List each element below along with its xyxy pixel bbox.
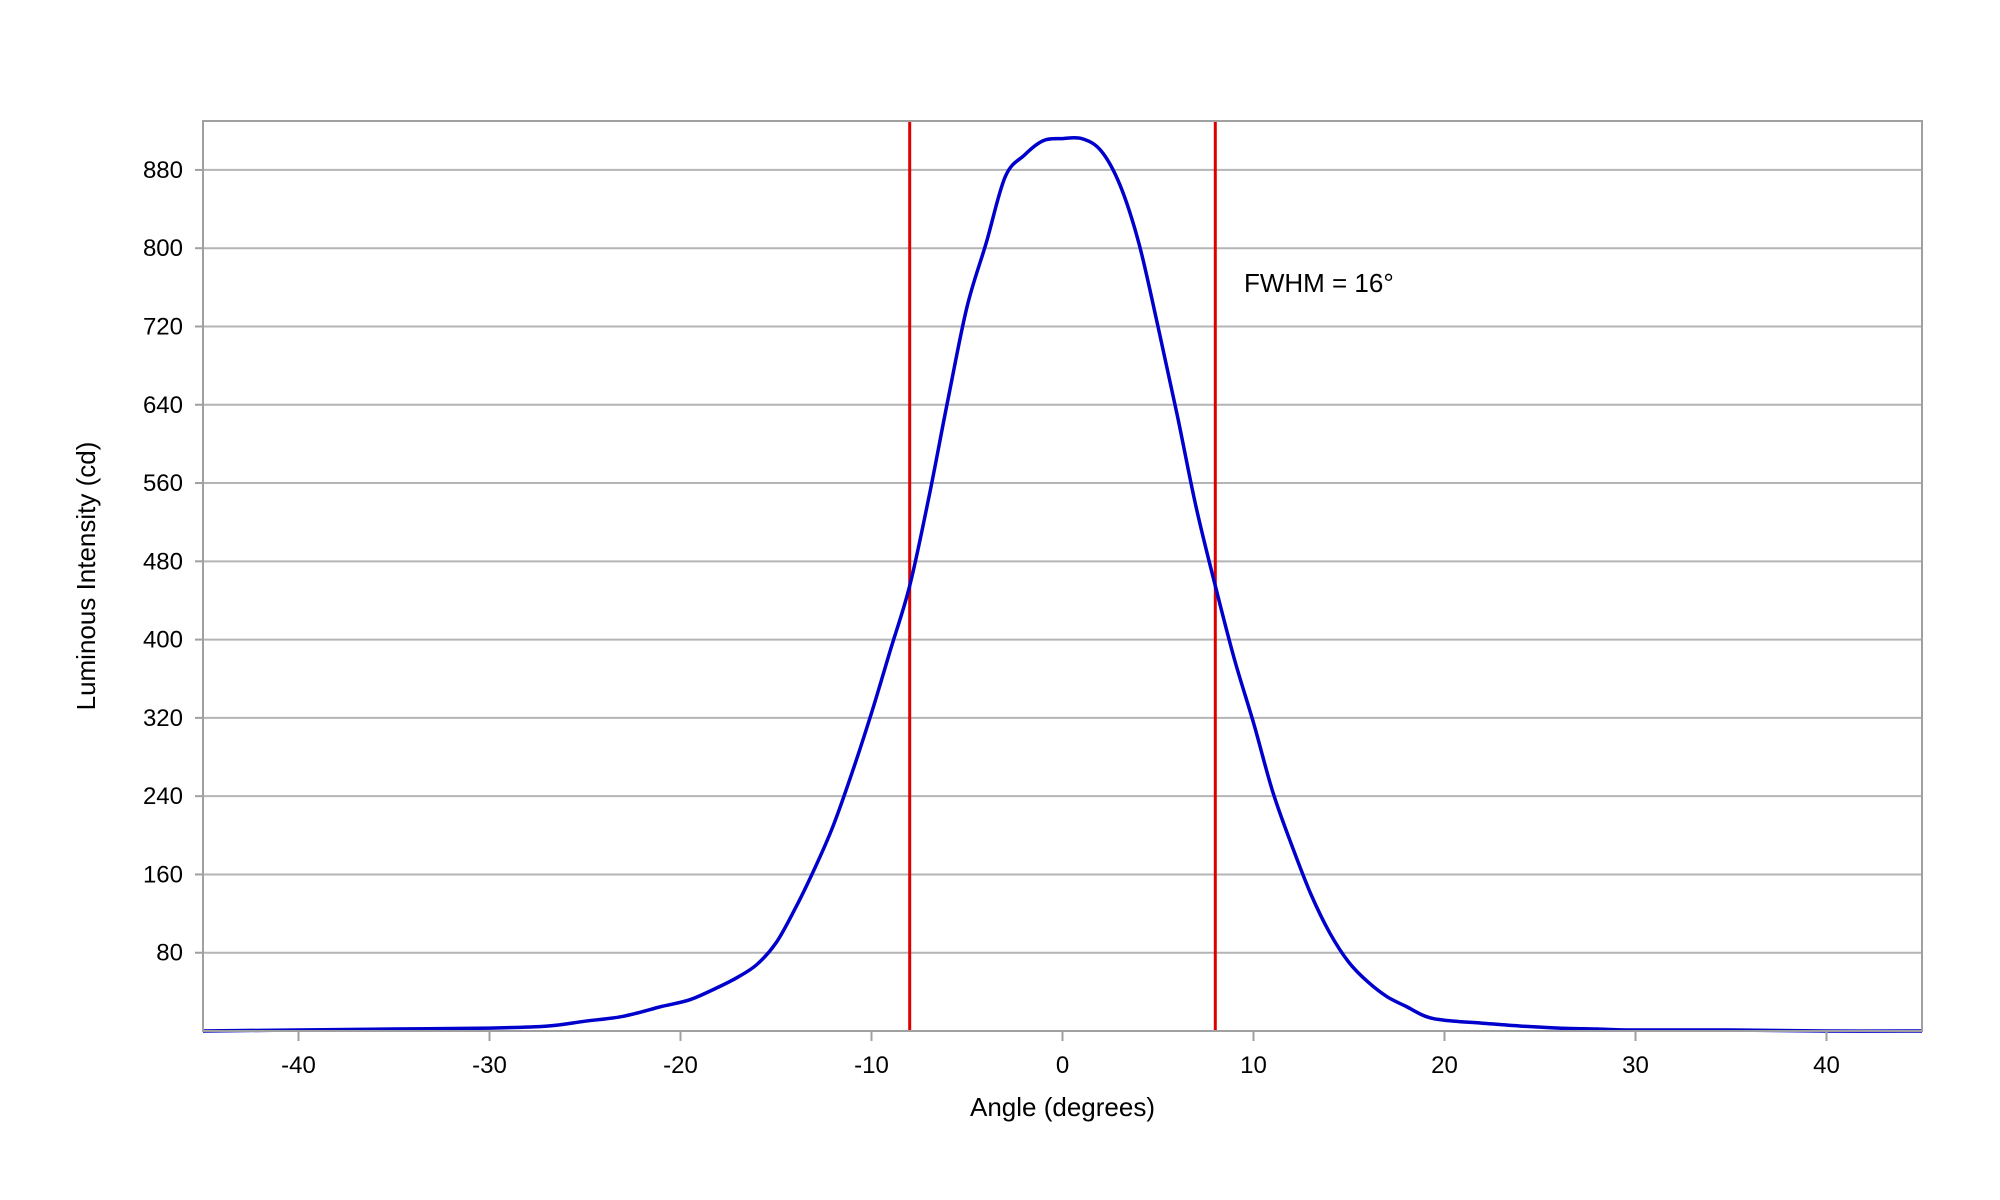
x-tick-label: -40: [281, 1052, 316, 1079]
x-tick-labels: -40 -30 -20 -10 0 10 20 30 40: [281, 1031, 1840, 1079]
y-tick-label: 800: [143, 235, 183, 262]
y-tick-label: 480: [143, 548, 183, 575]
fwhm-annotation: FWHM = 16°: [1244, 268, 1394, 298]
intensity-curve: [202, 135, 1923, 1033]
x-tick-label: 20: [1431, 1052, 1458, 1079]
annotations: FWHM = 16°: [1244, 268, 1394, 298]
y-tick-label: 400: [143, 627, 183, 654]
x-axis-title: Angle (degrees): [970, 1092, 1155, 1122]
y-tick-label: 640: [143, 392, 183, 419]
y-tick-label: 880: [143, 157, 183, 184]
y-tick-label: 80: [156, 940, 183, 967]
x-tick-label: 30: [1622, 1052, 1649, 1079]
x-tick-label: -10: [854, 1052, 889, 1079]
y-axis-title: Luminous Intensity (cd): [71, 442, 101, 711]
x-tick-label: -20: [663, 1052, 698, 1079]
y-tick-labels: 80 160 240 320 400 480 560 640 720 800 880: [143, 157, 203, 967]
x-tick-label: 10: [1240, 1052, 1267, 1079]
fwhm-markers: [908, 121, 1217, 1031]
y-tick-label: 240: [143, 783, 183, 810]
y-tick-label: 160: [143, 861, 183, 888]
y-tick-label: 560: [143, 470, 183, 497]
x-tick-label: -30: [472, 1052, 507, 1079]
series-layer: [202, 135, 1923, 1033]
x-tick-label: 0: [1056, 1052, 1069, 1079]
x-tick-label: 40: [1813, 1052, 1840, 1079]
y-tick-label: 720: [143, 313, 183, 340]
y-tick-label: 320: [143, 705, 183, 732]
grid-lines: [203, 168, 1922, 954]
